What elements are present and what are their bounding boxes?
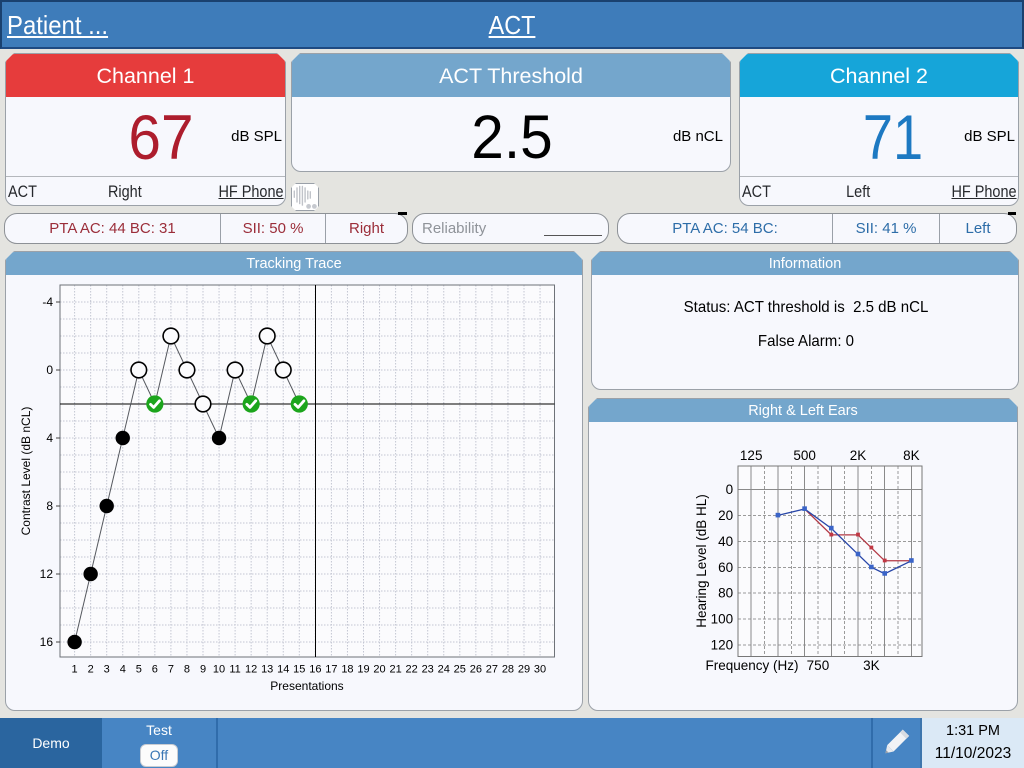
svg-text:22: 22 (406, 664, 418, 676)
svg-text:100: 100 (711, 612, 734, 627)
svg-text:6: 6 (152, 664, 158, 676)
svg-text:28: 28 (502, 664, 514, 676)
svg-text:7: 7 (168, 664, 174, 676)
svg-text:1: 1 (72, 664, 78, 676)
svg-text:24: 24 (438, 664, 450, 676)
svg-text:Frequency (Hz): Frequency (Hz) (705, 658, 798, 673)
svg-text:15: 15 (293, 664, 305, 676)
svg-text:12: 12 (245, 664, 257, 676)
svg-text:60: 60 (718, 560, 733, 575)
svg-text:20: 20 (718, 508, 733, 523)
svg-text:-4: -4 (42, 295, 53, 309)
svg-text:16: 16 (309, 664, 321, 676)
svg-text:0: 0 (726, 482, 734, 497)
svg-text:21: 21 (389, 664, 401, 676)
svg-text:3K: 3K (863, 658, 880, 673)
svg-text:18: 18 (341, 664, 353, 676)
svg-text:Hearing Level (dB HL): Hearing Level (dB HL) (694, 494, 709, 628)
svg-text:125: 125 (740, 448, 763, 463)
svg-text:23: 23 (422, 664, 434, 676)
svg-text:27: 27 (486, 664, 498, 676)
svg-text:20: 20 (373, 664, 385, 676)
svg-text:10: 10 (213, 664, 225, 676)
svg-text:500: 500 (793, 448, 816, 463)
svg-text:16: 16 (40, 635, 54, 649)
svg-text:4: 4 (46, 431, 53, 445)
svg-text:4: 4 (120, 664, 126, 676)
svg-text:2: 2 (88, 664, 94, 676)
svg-text:5: 5 (136, 664, 142, 676)
svg-text:29: 29 (518, 664, 530, 676)
svg-text:2K: 2K (850, 448, 867, 463)
svg-text:40: 40 (718, 534, 733, 549)
svg-text:Contrast Level (dB nCL): Contrast Level (dB nCL) (19, 407, 33, 536)
svg-text:17: 17 (325, 664, 337, 676)
svg-text:25: 25 (454, 664, 466, 676)
svg-text:80: 80 (718, 586, 733, 601)
svg-text:3: 3 (104, 664, 110, 676)
svg-text:8K: 8K (903, 448, 920, 463)
svg-text:8: 8 (46, 499, 53, 513)
svg-text:120: 120 (711, 638, 734, 653)
svg-text:30: 30 (534, 664, 546, 676)
svg-text:26: 26 (470, 664, 482, 676)
svg-text:19: 19 (357, 664, 369, 676)
svg-text:Presentations: Presentations (270, 679, 343, 693)
svg-text:8: 8 (184, 664, 190, 676)
svg-text:14: 14 (277, 664, 289, 676)
svg-text:9: 9 (200, 664, 206, 676)
svg-text:750: 750 (807, 658, 830, 673)
svg-text:0: 0 (46, 363, 53, 377)
svg-text:12: 12 (40, 567, 54, 581)
svg-text:13: 13 (261, 664, 273, 676)
svg-text:11: 11 (229, 664, 240, 676)
